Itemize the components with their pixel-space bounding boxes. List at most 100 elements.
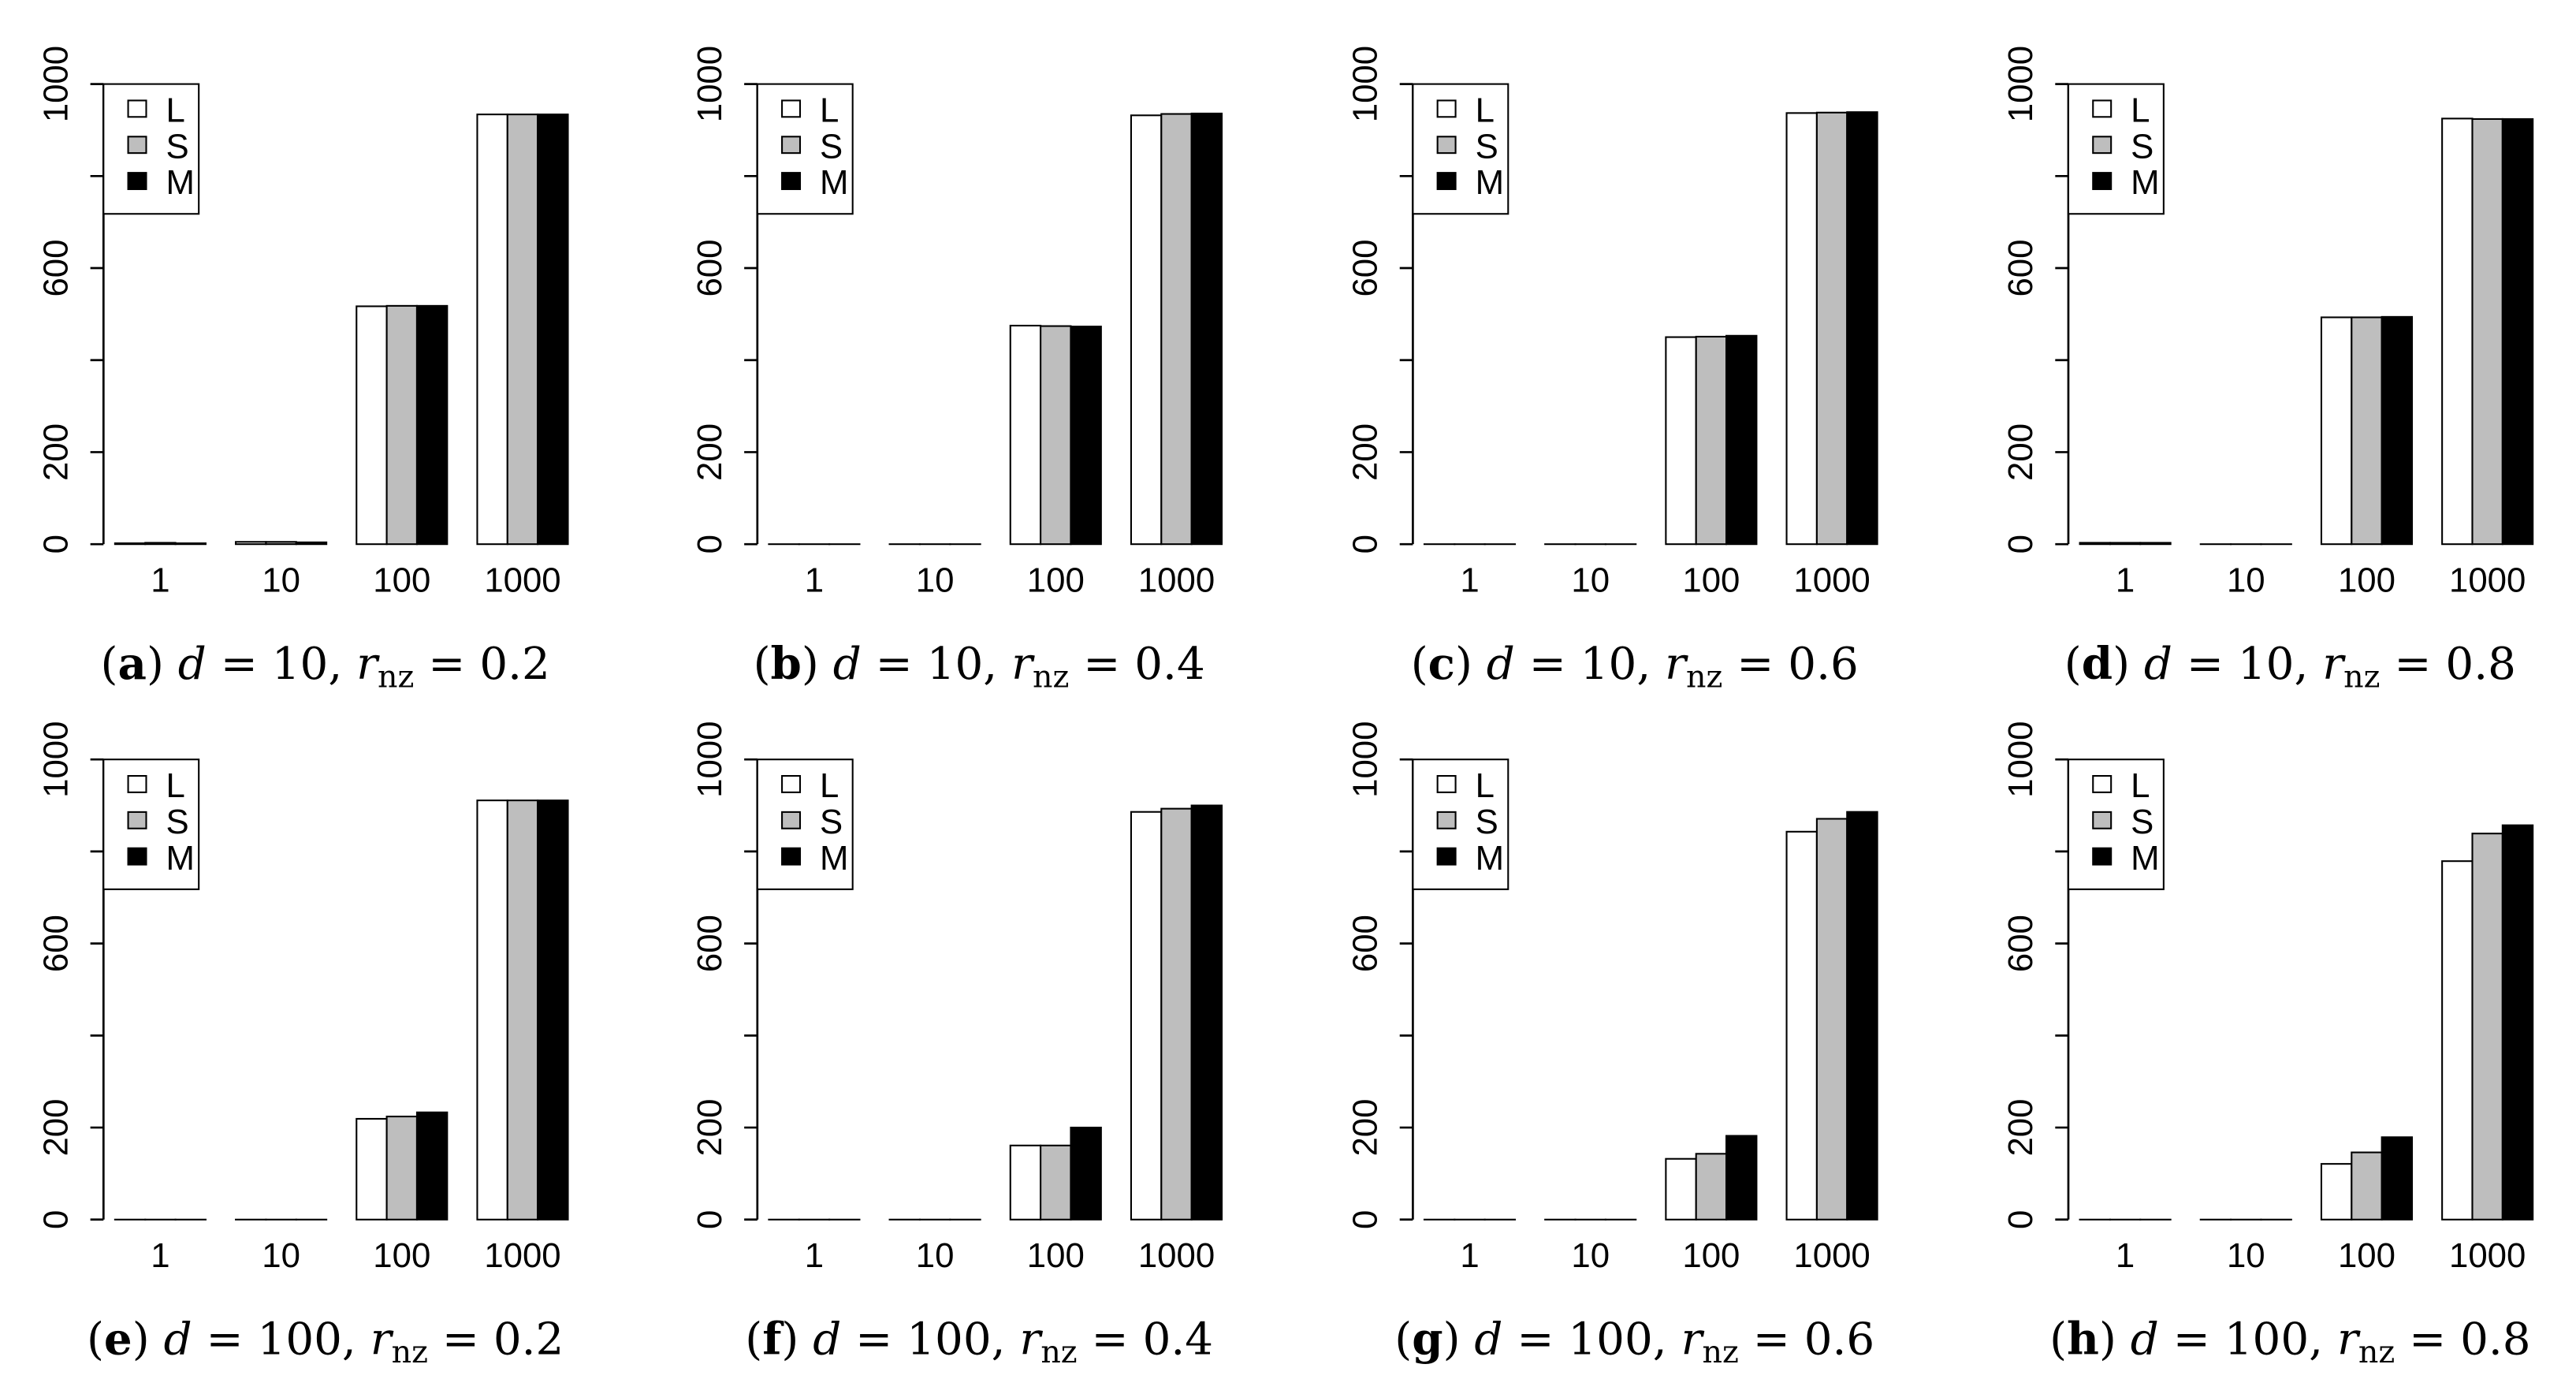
caption-close: )	[802, 639, 833, 690]
caption-comma: ,	[1636, 639, 1665, 690]
legend-swatch-L	[781, 99, 802, 118]
y-tick-label: 600	[2001, 915, 2040, 972]
y-tick-label: 200	[691, 1099, 729, 1157]
caption-comma: ,	[328, 639, 356, 690]
caption-comma: ,	[1653, 1314, 1681, 1366]
bar-S-1000	[1160, 113, 1193, 546]
y-tick-label: 0	[36, 535, 75, 554]
caption-r-subscript: nz	[1033, 658, 1069, 695]
caption-d-value: 10	[1580, 639, 1637, 690]
caption-r-subscript: nz	[1702, 1334, 1738, 1370]
legend-label-M: M	[2131, 839, 2159, 878]
bar-L-100	[1665, 336, 1697, 546]
legend-label-L: L	[1476, 766, 1495, 805]
caption-d-symbol: d	[178, 639, 207, 690]
y-tick-label: 1000	[36, 46, 75, 122]
caption-eq: =	[428, 1314, 493, 1366]
y-tick-label: 0	[1346, 1210, 1385, 1229]
y-tick-label: 1000	[1346, 721, 1385, 798]
legend-swatch-M	[781, 847, 802, 866]
caption-d-value: 10	[272, 639, 329, 690]
legend-label-S: S	[1476, 803, 1498, 841]
legend-swatch-S	[127, 136, 147, 155]
legend-label-L: L	[820, 91, 839, 130]
y-tick-label: 200	[2001, 423, 2040, 481]
x-tick-label: 10	[2227, 561, 2265, 600]
caption-eq: =	[2395, 1314, 2460, 1366]
caption-letter: d	[2082, 638, 2113, 690]
caption-letter: e	[104, 1314, 132, 1366]
bar-S-10	[265, 541, 297, 546]
legend-label-S: S	[2131, 803, 2153, 841]
legend-box	[102, 758, 200, 890]
legend-swatch-S	[781, 811, 802, 829]
x-tick-label: 1000	[484, 561, 560, 600]
legend-label-M: M	[1476, 163, 1504, 202]
caption-open: (	[101, 639, 118, 690]
caption-r-subscript: nz	[1686, 658, 1722, 695]
legend-label-S: S	[166, 803, 189, 841]
caption-letter: h	[2067, 1314, 2099, 1366]
caption-eq: =	[2159, 1314, 2224, 1366]
legend-swatch-S	[2092, 136, 2113, 155]
panel-b: 0 200 600 1000 1 10 100 1000 LSM (b) d = 10, rnz …	[691, 46, 1223, 695]
x-tick-label: 10	[916, 561, 955, 600]
caption-d-value: 10	[927, 639, 984, 690]
bar-S-1000	[1160, 807, 1193, 1221]
caption-d-value: 10	[2238, 639, 2295, 690]
bar-L-1000	[1785, 830, 1818, 1221]
bar-M-1000	[2501, 117, 2534, 546]
x-tick-label: 10	[262, 1236, 300, 1275]
x-tick-label: 10	[262, 561, 300, 600]
y-tick-label: 1000	[2001, 46, 2040, 122]
bar-S-100	[2351, 316, 2383, 546]
x-tick-label: 1000	[1138, 1236, 1215, 1275]
legend-label-S: S	[2131, 127, 2153, 166]
y-tick-label: 0	[2001, 1210, 2040, 1229]
y-tick-label: 200	[36, 423, 75, 481]
x-tick-label: 1000	[1793, 1236, 1870, 1275]
caption-rnz-value: 0.6	[1788, 639, 1858, 690]
caption-eq: =	[1078, 1314, 1143, 1366]
caption-r-symbol: r	[370, 1314, 394, 1366]
caption-open: (	[1411, 639, 1428, 690]
x-tick-label: 1	[151, 1236, 169, 1275]
x-tick-label: 10	[1571, 561, 1610, 600]
x-tick-label: 1000	[1138, 561, 1215, 600]
x-tick-label: 1	[1460, 1236, 1479, 1275]
legend-label-L: L	[2131, 91, 2150, 130]
x-tick-label: 100	[2338, 1236, 2395, 1275]
legend-label-L: L	[1476, 91, 1495, 130]
legend-label-M: M	[2131, 163, 2159, 202]
y-tick-label: 0	[36, 1210, 75, 1229]
x-tick-label: 1000	[484, 1236, 560, 1275]
caption-letter: f	[762, 1314, 784, 1366]
legend-swatch-L	[2092, 99, 2113, 118]
bar-S-1000	[1815, 818, 1848, 1221]
legend-swatch-S	[1436, 811, 1457, 829]
bar-M-100	[1070, 326, 1102, 546]
caption-open: (	[2049, 1314, 2067, 1366]
y-tick-label: 200	[691, 423, 729, 481]
caption-comma: ,	[2294, 639, 2322, 690]
caption-eq: =	[862, 639, 927, 690]
legend-swatch-L	[1436, 774, 1457, 793]
bar-S-1	[144, 542, 177, 546]
bar-M-100	[415, 304, 449, 546]
legend-box	[102, 83, 200, 215]
caption-comma: ,	[342, 1314, 370, 1366]
bar-S-100	[385, 304, 419, 546]
caption-d-value: 100	[906, 1314, 991, 1366]
caption-letter: c	[1428, 638, 1455, 690]
legend-label-M: M	[166, 163, 195, 202]
caption-close: )	[2099, 1314, 2131, 1366]
caption-d-symbol: d	[2131, 1314, 2159, 1366]
bar-M-100	[2381, 315, 2414, 546]
y-tick-label: 0	[691, 1210, 729, 1229]
panel-caption: (c) d = 10, rnz = 0.6	[1411, 638, 1859, 695]
legend-label-M: M	[1476, 839, 1504, 878]
panel-e: 0 200 600 1000 1 10 100 1000 LSM (e) d = 100, rnz…	[36, 721, 569, 1370]
caption-eq: =	[207, 639, 272, 690]
caption-eq: =	[1069, 639, 1134, 690]
